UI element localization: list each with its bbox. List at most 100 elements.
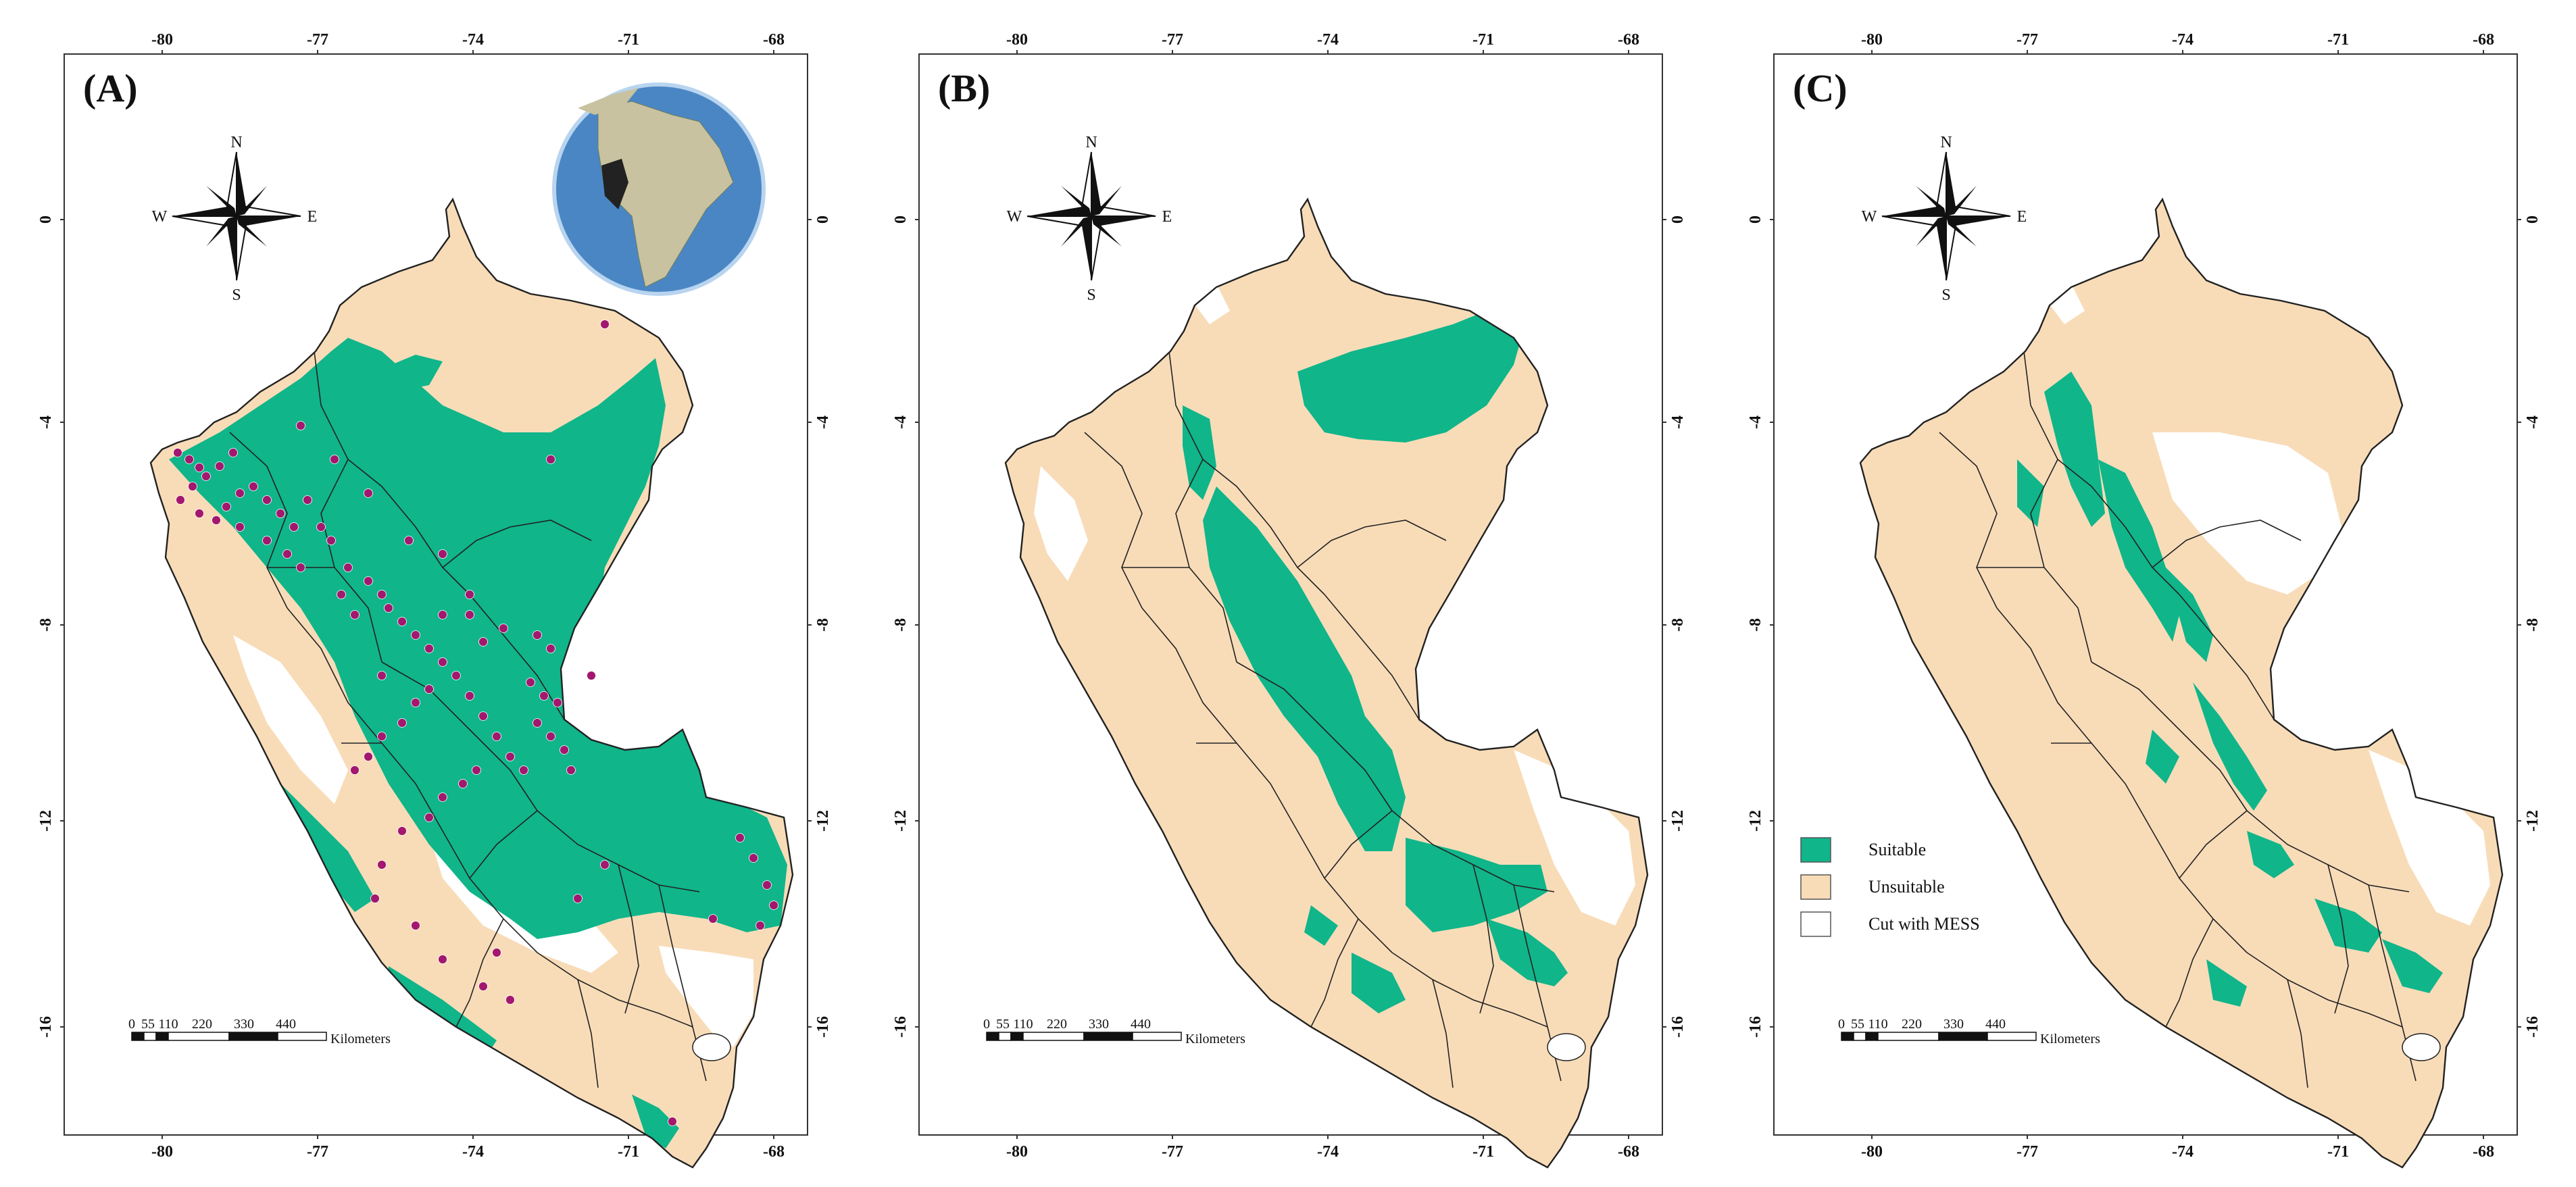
compass-w: W [1862,208,1877,226]
top-tick-label: -77 [307,31,328,49]
occurrence-point [303,495,312,505]
occurrence-point [478,982,488,991]
occurrence-point [539,691,549,701]
occurrence-point [438,792,447,802]
suitable-area [2314,899,2382,953]
compass-point [1946,216,1977,247]
legend: Suitable Unsuitable Cut with MESS [1800,837,1980,937]
occurrence-point [458,779,468,788]
mess-area [233,635,348,804]
occurrence-point [411,698,420,707]
occurrence-point [397,617,407,626]
bottom-tick-label: -71 [2327,1143,2349,1161]
right-tick-label: -8 [1669,618,1687,632]
suitable-area [2193,682,2267,811]
occurrence-point [762,880,772,890]
scale-segment [1987,1032,2037,1041]
scale-segment [277,1032,327,1041]
scale-tick-label: 440 [1985,1017,2006,1032]
lake-titicaca [1547,1033,1586,1061]
region-boundary [577,979,599,1088]
suitability-layer [1034,284,1635,1088]
compass-rose: N S E W [1007,134,1172,304]
scale-tick-label: 330 [1089,1017,1109,1032]
inset-globe [552,82,766,296]
occurrence-point [587,671,596,680]
occurrence-point [465,610,474,620]
suitable-area [1487,919,1568,986]
scale-tick-label: 440 [1131,1017,1151,1032]
legend-label: Suitable [1868,840,1926,859]
occurrence-point [296,421,305,430]
compass-point [172,207,237,216]
right-tick-label: -12 [814,810,832,832]
compass-point [1061,216,1091,247]
occurrence-point [337,590,346,599]
occurrence-point [600,860,610,869]
suitability-layer [1939,284,2490,1088]
top-tick-label: -68 [763,31,785,49]
scale-unit: Kilometers [1185,1032,1245,1046]
occurrence-point [668,1117,677,1126]
mess-area [1034,466,1088,581]
scale-tick-label: 55 [141,1017,155,1032]
occurrence-point [708,914,718,924]
compass-point [237,216,267,247]
region-boundary [442,520,592,568]
occurrence-point [499,624,508,633]
lake-titicaca [2402,1033,2441,1061]
region-boundary [1472,864,1494,1014]
country-outline [1859,197,2504,1169]
occurrence-point [397,826,407,836]
scale-tick-label: 110 [1868,1017,1887,1032]
occurrence-point [350,610,360,620]
scale-tick-label: 330 [1943,1017,1964,1032]
occurrence-point [215,461,224,471]
region-boundary [1297,520,1447,568]
occurrence-point [330,455,339,464]
scale-segment [1877,1032,1939,1041]
bottom-tick-label: -74 [2172,1143,2194,1161]
occurrence-point [526,678,535,687]
occurrence-point [465,691,474,701]
mess-area [2369,750,2490,926]
occurrence-point [212,515,221,525]
scale-segment [131,1032,145,1041]
compass-w: W [152,208,168,226]
occurrence-point [438,955,447,964]
occurrence-point [276,509,285,518]
region-boundary [381,661,538,811]
occurrence-point [756,921,765,930]
region-boundary [1939,432,1998,609]
occurrence-point [519,765,528,775]
region-boundary [1996,607,2126,784]
occurrence-point [235,488,245,498]
region-boundary [537,952,693,1028]
scale-segment [1865,1032,1879,1041]
occurrence-point [377,860,387,869]
suitable-area [443,588,483,649]
top-tick-label: -80 [151,31,173,49]
occurrence-point [478,637,488,647]
compass-s: S [1941,286,1950,304]
scale-tick-label: 220 [192,1017,212,1032]
compass-w: W [1007,208,1022,226]
panel-label: (A) [83,66,138,110]
occurrence-point [173,448,182,457]
occurrence-point [377,732,387,741]
suitable-area [2166,567,2213,662]
suitable-area [2098,459,2179,642]
compass-point [1882,207,1946,216]
occurrence-point [249,482,258,491]
occurrence-point [472,765,481,775]
occurrence-point [316,522,326,532]
bottom-tick-label: -77 [307,1143,328,1161]
occurrence-point [546,732,555,741]
scale-tick-label: 330 [234,1017,254,1032]
left-tick-label: -12 [892,810,910,832]
scale-unit: Kilometers [2040,1032,2100,1046]
bottom-tick-label: -68 [763,1143,785,1161]
suitable-area [1352,953,1406,1013]
